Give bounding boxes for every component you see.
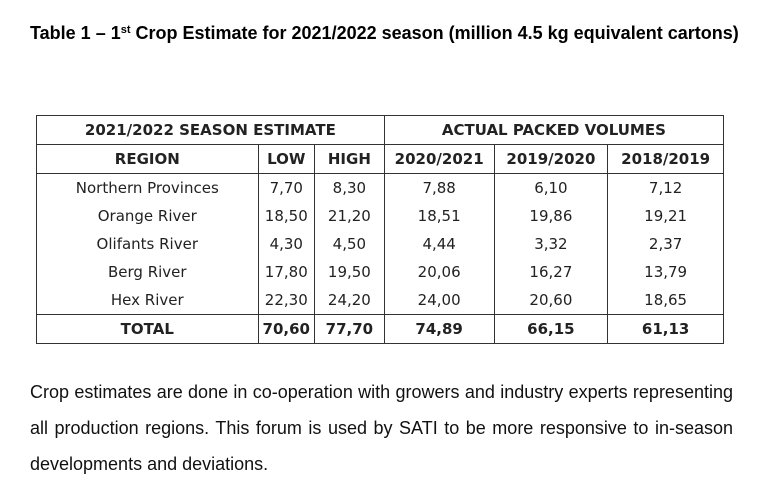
group-header-actual-packed: ACTUAL PACKED VOLUMES (383, 115, 725, 145)
volume-cell: 6,10 (493, 173, 609, 202)
column-header-2019-2020: 2019/2020 (493, 144, 609, 174)
volume-cell: 20,06 (383, 258, 495, 286)
group-header-season-estimate: 2021/2022 SEASON ESTIMATE (36, 115, 385, 145)
volume-cell: 4,44 (383, 230, 495, 258)
total-volume-cell: 61,13 (607, 314, 724, 344)
volume-cell: 16,27 (493, 258, 609, 286)
volume-cell: 13,79 (607, 258, 724, 286)
group-header-row: 2021/2022 SEASON ESTIMATE ACTUAL PACKED … (36, 115, 725, 145)
total-row: TOTAL 70,60 77,70 74,89 66,15 61,13 (36, 314, 724, 344)
total-volume-cell: 66,15 (493, 314, 609, 344)
caption-superscript: st (120, 24, 131, 36)
region-cell: Berg River (36, 258, 259, 286)
volume-cell: 18,65 (607, 286, 724, 315)
volume-cell: 19,21 (607, 202, 724, 230)
table-row: Hex River 22,30 24,20 24,00 20,60 18,65 (36, 286, 724, 315)
region-cell: Hex River (36, 286, 259, 315)
low-cell: 4,30 (257, 230, 316, 258)
table-row: Berg River 17,80 19,50 20,06 16,27 13,79 (36, 258, 724, 286)
column-header-low: LOW (257, 144, 316, 174)
low-cell: 17,80 (257, 258, 316, 286)
volume-cell: 7,88 (383, 173, 495, 202)
column-header-high: HIGH (314, 144, 385, 174)
volume-cell: 18,51 (383, 202, 495, 230)
table-caption: Table 1 – 1st Crop Estimate for 2021/202… (30, 14, 740, 52)
low-cell: 18,50 (257, 202, 316, 230)
caption-prefix: Table 1 – 1 (30, 23, 121, 43)
column-header-row: REGION LOW HIGH 2020/2021 2019/2020 2018… (36, 144, 724, 174)
body-paragraph: Crop estimates are done in co-operation … (30, 382, 733, 474)
table-row: Northern Provinces 7,70 8,30 7,88 6,10 7… (36, 173, 724, 202)
high-cell: 4,50 (314, 230, 385, 258)
total-high-cell: 77,70 (314, 314, 385, 344)
volume-cell: 3,32 (493, 230, 609, 258)
total-label-cell: TOTAL (36, 314, 259, 344)
region-cell: Olifants River (36, 230, 259, 258)
volume-cell: 20,60 (493, 286, 609, 315)
caption-suffix: Crop Estimate for 2021/2022 season (mill… (130, 23, 739, 43)
volume-cell: 24,00 (383, 286, 495, 315)
high-cell: 8,30 (314, 173, 385, 202)
volume-cell: 2,37 (607, 230, 724, 258)
low-cell: 7,70 (257, 173, 316, 202)
high-cell: 21,20 (314, 202, 385, 230)
total-low-cell: 70,60 (257, 314, 316, 344)
region-cell: Orange River (36, 202, 259, 230)
low-cell: 22,30 (257, 286, 316, 315)
column-header-region: REGION (36, 144, 259, 174)
high-cell: 24,20 (314, 286, 385, 315)
crop-estimate-table: 2021/2022 SEASON ESTIMATE ACTUAL PACKED … (36, 115, 725, 344)
high-cell: 19,50 (314, 258, 385, 286)
volume-cell: 7,12 (607, 173, 724, 202)
region-cell: Northern Provinces (36, 173, 259, 202)
column-header-2020-2021: 2020/2021 (383, 144, 495, 174)
total-volume-cell: 74,89 (383, 314, 495, 344)
table-row: Olifants River 4,30 4,50 4,44 3,32 2,37 (36, 230, 724, 258)
volume-cell: 19,86 (493, 202, 609, 230)
table-row: Orange River 18,50 21,20 18,51 19,86 19,… (36, 202, 724, 230)
column-header-2018-2019: 2018/2019 (607, 144, 724, 174)
